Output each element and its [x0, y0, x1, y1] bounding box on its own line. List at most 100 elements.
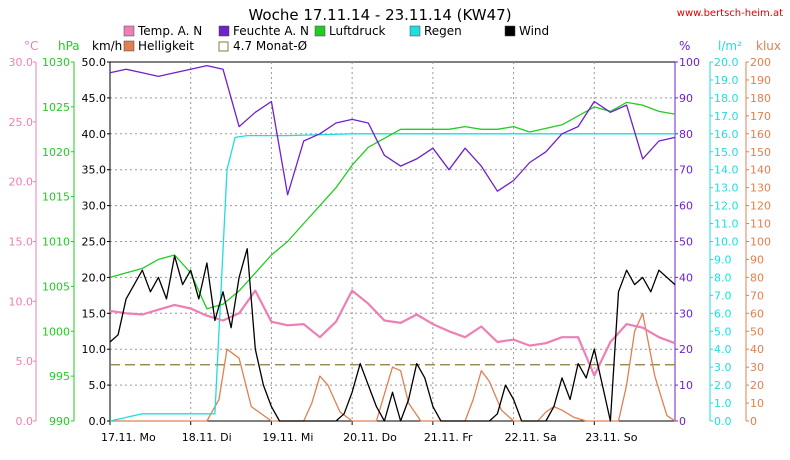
hum-tick-label: 100: [679, 56, 700, 69]
lux-tick-label: 150: [750, 146, 771, 159]
chart-title: Woche 17.11.14 - 23.11.14 (KW47): [248, 6, 511, 24]
temp-tick-label: 0.0: [16, 415, 34, 428]
legend-swatch: [314, 25, 326, 37]
lux-tick-label: 180: [750, 92, 771, 105]
rain-tick-label: 19.0: [714, 74, 739, 87]
legend-label: Temp. A. N: [137, 24, 202, 38]
rain-tick-label: 4.0: [714, 343, 732, 356]
press-axis-unit: hPa: [58, 39, 80, 53]
wind-axis-unit: km/h: [92, 39, 122, 53]
wind-tick-label: 25.0: [82, 236, 107, 249]
rain-tick-label: 0.0: [714, 415, 732, 428]
x-axis-labels: 17.11. Mo 18.11. Di 19.11. Mi 20.11. Do 21.1…: [101, 421, 638, 444]
legend-swatch: [218, 25, 230, 37]
lux-tick-label: 110: [750, 218, 771, 231]
wind-tick-label: 50.0: [82, 56, 107, 69]
hum-tick-label: 60: [679, 200, 693, 213]
series-line-regen: [109, 133, 675, 422]
press-tick-label: 990: [49, 415, 70, 428]
lux-tick-label: 70: [750, 289, 764, 302]
lux-tick-label: 160: [750, 128, 771, 141]
rain-tick-label: 18.0: [714, 92, 739, 105]
temp-axis-unit: °C: [24, 39, 38, 53]
legend-label: Regen: [424, 24, 462, 38]
rain-tick-label: 14.0: [714, 164, 739, 177]
rain-tick-label: 6.0: [714, 307, 732, 320]
press-tick-label: 1025: [42, 101, 70, 114]
rain-tick-label: 8.0: [714, 271, 732, 284]
lux-tick-label: 100: [750, 236, 771, 249]
x-tick-label: 17.11. Mo: [101, 431, 156, 444]
rain-tick-label: 5.0: [714, 325, 732, 338]
wind-tick-label: 45.0: [82, 92, 107, 105]
press-tick-label: 1015: [42, 191, 70, 204]
wind-tick-label: 35.0: [82, 164, 107, 177]
hum-tick-label: 90: [679, 92, 693, 105]
x-tick-label: 19.11. Mi: [262, 431, 313, 444]
hum-tick-label: 80: [679, 128, 693, 141]
rain-tick-label: 15.0: [714, 146, 739, 159]
temp-tick-label: 10.0: [9, 295, 34, 308]
rain-tick-label: 9.0: [714, 253, 732, 266]
lux-tick-label: 90: [750, 253, 764, 266]
x-tick-label: 21.11. Fr: [424, 431, 473, 444]
site-url: www.bertsch-heim.at: [677, 8, 783, 19]
legend-swatch: [123, 25, 135, 37]
rain-tick-label: 3.0: [714, 361, 732, 374]
hum-axis-unit: %: [679, 39, 690, 53]
x-tick-label: 20.11. Do: [343, 431, 397, 444]
rain-tick-label: 16.0: [714, 128, 739, 141]
temp-tick-label: 20.0: [9, 176, 34, 189]
hum-tick-label: 50: [679, 236, 693, 249]
rain-axis-unit: l/m²: [718, 39, 742, 53]
lux-axis-unit: klux: [756, 39, 781, 53]
hum-tick-label: 70: [679, 164, 693, 177]
x-tick-label: 22.11. Sa: [505, 431, 557, 444]
press-tick-label: 1010: [42, 236, 70, 249]
press-tick-label: 995: [49, 370, 70, 383]
wind-tick-label: 0.0: [89, 415, 107, 428]
lux-tick-label: 190: [750, 74, 771, 87]
x-tick-label: 18.11. Di: [182, 431, 232, 444]
lux-tick-label: 170: [750, 110, 771, 123]
rain-tick-label: 7.0: [714, 289, 732, 302]
lux-tick-label: 20: [750, 379, 764, 392]
rain-tick-label: 20.0: [714, 56, 739, 69]
rain-tick-label: 17.0: [714, 110, 739, 123]
rain-tick-label: 1.0: [714, 397, 732, 410]
legend-label: Feuchte A. N: [233, 24, 309, 38]
temp-tick-label: 25.0: [9, 116, 34, 129]
wind-tick-label: 5.0: [89, 379, 107, 392]
rain-tick-label: 12.0: [714, 200, 739, 213]
legend-label: 4.7 Monat-Ø: [233, 39, 307, 53]
lux-tick-label: 120: [750, 200, 771, 213]
rain-tick-label: 11.0: [714, 218, 739, 231]
legend-label: Wind: [519, 24, 549, 38]
lux-tick-label: 200: [750, 56, 771, 69]
press-tick-label: 1020: [42, 146, 70, 159]
lux-tick-label: 10: [750, 397, 764, 410]
legend-swatch: [409, 25, 421, 37]
wind-tick-label: 15.0: [82, 307, 107, 320]
legend-swatch: [218, 41, 229, 52]
series-line-helligkeit: [110, 312, 676, 422]
x-tick-label: 23.11. So: [585, 431, 637, 444]
series-layer: [109, 64, 676, 422]
lux-tick-label: 60: [750, 307, 764, 320]
wind-tick-label: 10.0: [82, 343, 107, 356]
legend-swatch: [504, 25, 516, 37]
rain-tick-label: 13.0: [714, 182, 739, 195]
lux-tick-label: 50: [750, 325, 764, 338]
legend: Temp. A. N Feuchte A. N Luftdruck Regen Wind…: [123, 24, 549, 53]
series-line-luftdruck: [109, 101, 676, 310]
lux-tick-label: 140: [750, 164, 771, 177]
wind-tick-label: 30.0: [82, 200, 107, 213]
legend-label: Luftdruck: [329, 24, 386, 38]
rain-tick-label: 10.0: [714, 236, 739, 249]
hum-tick-label: 40: [679, 271, 693, 284]
wind-tick-label: 20.0: [82, 271, 107, 284]
hum-tick-label: 0: [679, 415, 686, 428]
axes: °C0.05.010.015.020.025.030.0hPa990995100…: [9, 39, 782, 428]
hum-tick-label: 10: [679, 379, 693, 392]
